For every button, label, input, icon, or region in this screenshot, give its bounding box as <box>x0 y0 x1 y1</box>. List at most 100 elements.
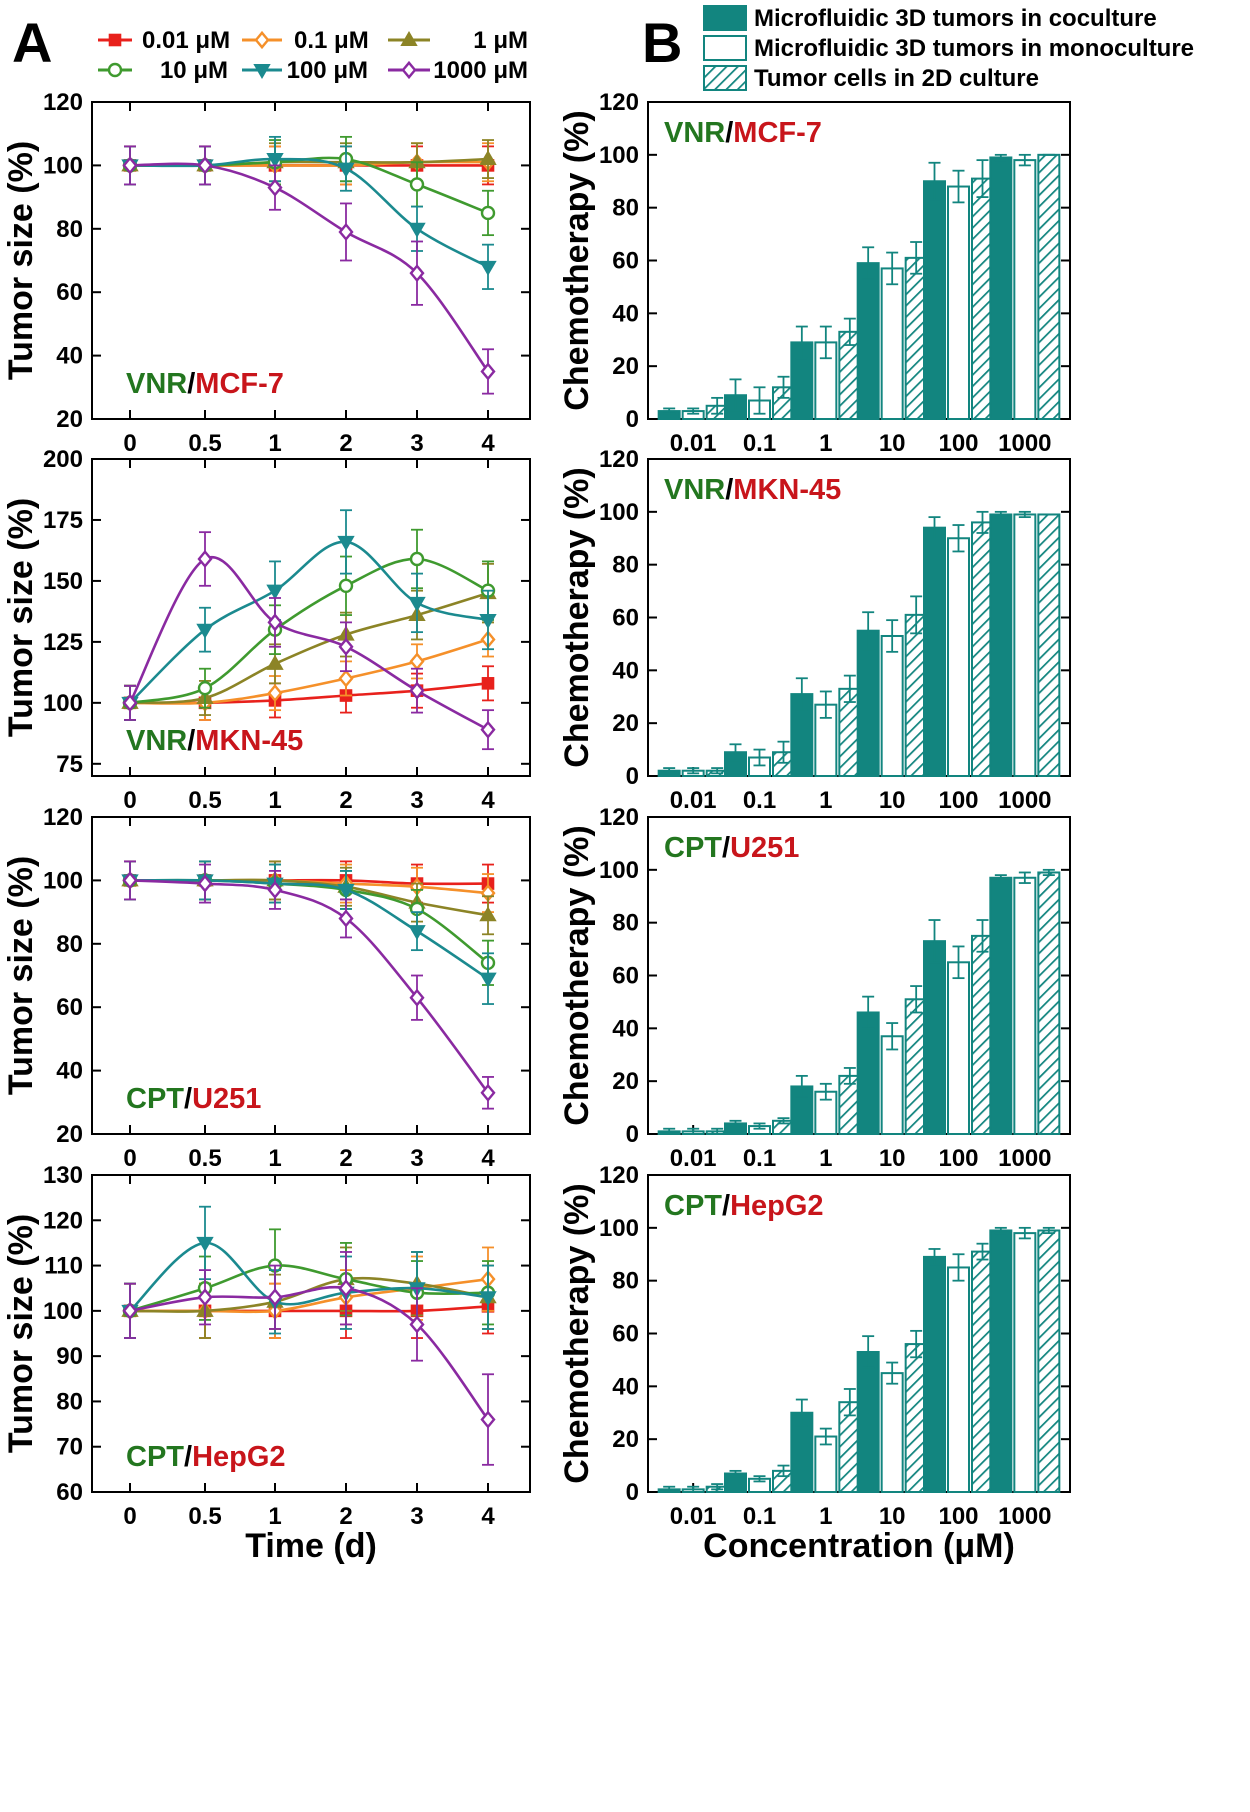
bar <box>880 1372 904 1493</box>
x-tick-label: 1 <box>268 430 281 457</box>
data-point <box>409 264 425 283</box>
bar <box>1037 513 1061 777</box>
data-point <box>338 669 354 688</box>
data-point <box>197 549 213 569</box>
plot-frame <box>91 458 531 777</box>
series-5 <box>122 1251 496 1466</box>
bar <box>880 1035 904 1135</box>
legend-label: Microfluidic 3D tumors in coculture <box>754 5 1157 32</box>
bar <box>923 180 946 420</box>
y-axis-title: Chemotherapy (%) <box>558 110 596 410</box>
data-point <box>408 925 426 941</box>
data-point <box>197 681 213 696</box>
legend-marker <box>254 30 270 50</box>
x-tick-label: 4 <box>481 1503 495 1530</box>
x-tick-label: 100 <box>938 1145 978 1172</box>
series-line <box>129 157 489 268</box>
cell-line-name: MCF-7 <box>195 368 284 400</box>
y-axis-title: Tumor size (%) <box>2 498 40 737</box>
x-tick-label: 1 <box>268 1503 281 1530</box>
x-tick-label: 0.01 <box>670 787 717 814</box>
x-tick-label: 3 <box>410 1145 423 1172</box>
x-tick-label: 2 <box>339 787 352 814</box>
data-point <box>266 153 284 169</box>
data-point <box>480 720 496 739</box>
x-tick-label: 10 <box>879 1503 906 1530</box>
data-point <box>122 871 138 890</box>
legend-item: 10 μM <box>98 57 228 84</box>
cell-line-name: MCF-7 <box>733 117 822 149</box>
drug-name: VNR <box>664 117 725 149</box>
series-line <box>129 878 489 964</box>
x-tick-label: 0.1 <box>743 787 776 814</box>
data-point <box>337 883 355 899</box>
y-tick-label: 80 <box>612 552 639 579</box>
x-tick-label: 1000 <box>998 1145 1051 1172</box>
y-axis-title: Tumor size (%) <box>2 141 40 380</box>
legend-item: 0.1 μM <box>242 27 369 54</box>
data-point <box>479 906 497 922</box>
separator: / <box>725 117 733 149</box>
data-point <box>122 1301 138 1320</box>
legend-swatch <box>703 5 747 31</box>
series-line <box>129 879 490 1094</box>
y-tick-label: 175 <box>43 507 83 534</box>
y-tick-label: 110 <box>44 1253 83 1280</box>
data-point <box>267 684 283 703</box>
data-point <box>197 1288 213 1307</box>
data-point <box>409 1315 425 1334</box>
y-tick-label: 70 <box>56 1434 83 1461</box>
x-tick-label: 0 <box>123 1145 136 1172</box>
y-tick-label: 80 <box>612 910 639 937</box>
x-tick-label: 4 <box>481 787 495 814</box>
legend-marker <box>253 63 271 79</box>
drug-name: VNR <box>126 368 187 400</box>
series-0 <box>123 665 495 721</box>
y-tick-label: 60 <box>612 605 639 632</box>
y-tick-label: 120 <box>599 446 639 473</box>
panel-annotation: CPT/U251 <box>126 1083 261 1115</box>
x-tick-label: 0.01 <box>670 1503 717 1530</box>
data-point <box>409 551 425 567</box>
data-point <box>479 613 497 629</box>
x-tick-label: 2 <box>339 1503 352 1530</box>
bar <box>923 526 946 778</box>
bar <box>1013 1232 1037 1494</box>
y-tick-label: 80 <box>56 1388 83 1415</box>
bar <box>923 1255 946 1494</box>
data-point <box>480 362 496 381</box>
x-axis-title: Time (d) <box>245 1527 377 1565</box>
y-tick-label: 60 <box>56 279 83 306</box>
legend-label: 1000 μM <box>433 57 528 84</box>
data-point <box>337 162 355 178</box>
x-tick-label: 1 <box>819 787 832 814</box>
y-axis-title: Tumor size (%) <box>2 1214 40 1453</box>
separator: / <box>722 1190 730 1222</box>
x-tick-label: 2 <box>339 1145 352 1172</box>
data-point <box>408 222 426 238</box>
plot-frame <box>91 1174 531 1493</box>
y-tick-label: 130 <box>43 1162 83 1189</box>
series-5 <box>122 145 496 395</box>
y-tick-label: 120 <box>43 89 83 116</box>
panel-annotation: VNR/MKN-45 <box>664 474 841 506</box>
x-tick-label: 100 <box>938 1503 978 1530</box>
x-tick-label: 3 <box>410 430 423 457</box>
panel-annotation: VNR/MKN-45 <box>126 725 303 757</box>
legend-item: 0.01 μM <box>98 27 230 54</box>
data-point <box>337 535 355 551</box>
x-tick-label: 0 <box>123 1503 136 1530</box>
bar <box>1013 513 1037 777</box>
legend-label: Tumor cells in 2D culture <box>754 65 1039 92</box>
x-tick-label: 0 <box>123 787 136 814</box>
y-tick-label: 200 <box>43 446 83 473</box>
panel-letter-b: B <box>642 11 682 74</box>
y-tick-label: 20 <box>612 353 639 380</box>
y-tick-label: 120 <box>599 89 639 116</box>
cell-line-name: MKN-45 <box>195 725 303 757</box>
data-point <box>338 1279 354 1298</box>
x-tick-label: 0.1 <box>743 430 776 457</box>
